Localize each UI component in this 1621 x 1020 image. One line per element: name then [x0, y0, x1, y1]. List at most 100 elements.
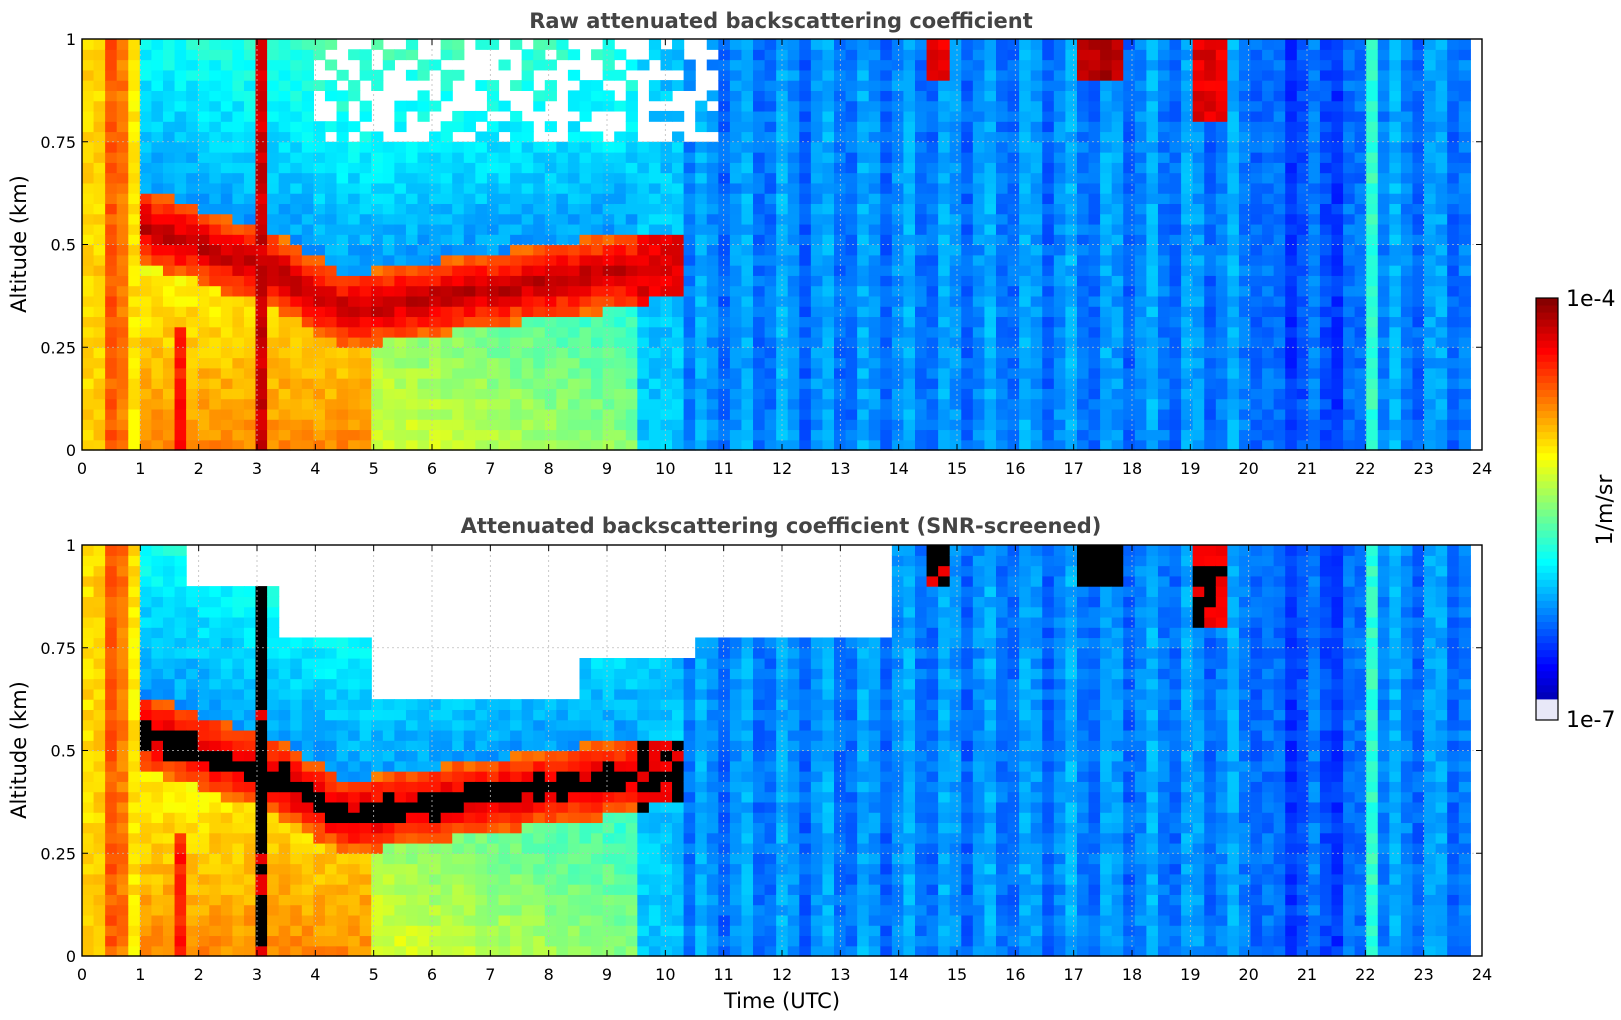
heatmap-cell [891, 295, 905, 307]
heatmap-cell [1308, 295, 1321, 307]
heatmap-cell [741, 295, 754, 307]
heatmap-cell [683, 234, 696, 246]
heatmap-cell [521, 306, 534, 318]
heatmap-cell [787, 172, 800, 184]
heatmap-cell [995, 244, 1009, 256]
heatmap-cell [232, 357, 245, 369]
heatmap-cell [371, 39, 384, 50]
heatmap-cell [741, 419, 754, 431]
heatmap-cell [741, 152, 754, 163]
heatmap-cell [695, 285, 708, 297]
heatmap-cell [961, 439, 974, 451]
heatmap-cell [93, 223, 106, 235]
heatmap-cell [1157, 39, 1171, 50]
heatmap-cell [139, 121, 153, 133]
heatmap-cell [602, 419, 615, 431]
heatmap-cell [1435, 367, 1448, 379]
heatmap-cell [648, 398, 662, 410]
heatmap-cell [116, 729, 129, 741]
heatmap-cell [1042, 39, 1055, 50]
heatmap-cell [776, 306, 789, 318]
heatmap-cell [533, 419, 546, 431]
heatmap-cell [1019, 39, 1032, 50]
heatmap-cell [533, 378, 546, 389]
heatmap-cell [82, 182, 95, 194]
heatmap-cell [290, 336, 303, 348]
heatmap-cell [1296, 223, 1309, 235]
heatmap-cell [162, 59, 176, 71]
heatmap-cell [834, 285, 847, 297]
heatmap-cell [891, 388, 905, 400]
heatmap-cell [1331, 367, 1344, 379]
heatmap-cell [186, 326, 199, 338]
heatmap-cell [174, 234, 187, 246]
heatmap-cell [1343, 152, 1356, 163]
heatmap-cell [556, 39, 569, 50]
heatmap-cell [348, 275, 361, 287]
heatmap-cell [591, 306, 604, 318]
heatmap-cell [1389, 100, 1402, 112]
heatmap-cell [567, 254, 581, 266]
heatmap-cell [810, 121, 824, 133]
heatmap-cell [417, 306, 430, 318]
heatmap-cell [139, 596, 153, 608]
heatmap-cell [1157, 419, 1171, 431]
heatmap-cell [197, 347, 210, 359]
heatmap-cell [1308, 367, 1321, 379]
heatmap-cell [1319, 234, 1333, 246]
heatmap-cell [128, 254, 141, 266]
heatmap-cell [313, 213, 326, 225]
heatmap-cell [498, 100, 511, 112]
heatmap-cell [579, 80, 592, 91]
heatmap-cell [278, 131, 291, 143]
heatmap-cell [949, 39, 962, 50]
heatmap-cell [1088, 336, 1101, 348]
heatmap-cell [139, 172, 153, 184]
heatmap-cell [995, 213, 1009, 225]
heatmap-cell [1169, 193, 1182, 205]
heatmap-cell [348, 439, 361, 451]
heatmap-cell [243, 131, 257, 143]
heatmap-cell [1458, 131, 1471, 143]
heatmap-cell [440, 172, 453, 184]
heatmap-cell [429, 336, 442, 348]
heatmap-cell [926, 193, 939, 205]
heatmap-cell [151, 781, 164, 793]
heatmap-cell [683, 316, 696, 328]
heatmap-cell [243, 162, 257, 174]
heatmap-cell [1227, 193, 1240, 205]
heatmap-cell [371, 80, 384, 91]
heatmap-cell [683, 419, 696, 431]
heatmap-cell [301, 388, 314, 400]
heatmap-cell [301, 306, 314, 318]
heatmap-cell [1227, 80, 1240, 91]
heatmap-cell [1238, 244, 1252, 256]
heatmap-cell [1204, 367, 1217, 379]
heatmap-cell [1412, 90, 1425, 102]
heatmap-cell [463, 429, 476, 441]
heatmap-cell [1389, 398, 1402, 410]
heatmap-cell [614, 388, 627, 400]
heatmap-cell [845, 275, 858, 287]
heatmap-cell [1331, 213, 1344, 225]
heatmap-cell [776, 285, 789, 297]
heatmap-cell [845, 59, 858, 71]
heatmap-cell [475, 295, 488, 307]
heatmap-cell [961, 110, 974, 122]
heatmap-cell [139, 658, 153, 669]
heatmap-cell [128, 347, 141, 359]
heatmap-cell [1204, 419, 1217, 431]
heatmap-cell [463, 152, 476, 163]
heatmap-cell [1042, 172, 1055, 184]
heatmap-cell [93, 616, 106, 628]
heatmap-cell [1412, 152, 1425, 163]
heatmap-cell [116, 545, 129, 556]
heatmap-cell [463, 213, 476, 225]
heatmap-cell [313, 39, 326, 50]
heatmap-cell [544, 408, 557, 420]
heatmap-cell [1389, 234, 1402, 246]
heatmap-cell [1204, 223, 1217, 235]
heatmap-cell [1100, 193, 1113, 205]
heatmap-cell [313, 162, 326, 174]
heatmap-cell [834, 121, 847, 133]
